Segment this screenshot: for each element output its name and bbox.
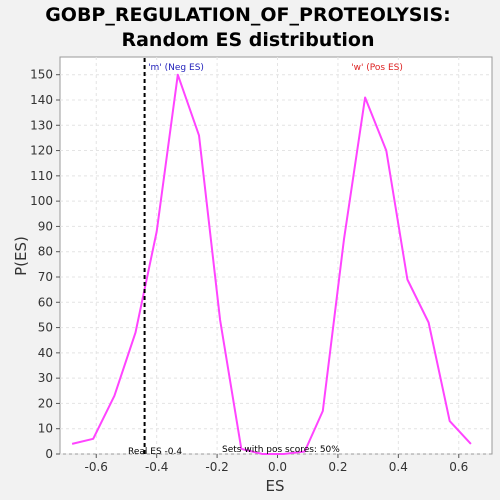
y-tick-label: 150 (30, 68, 53, 82)
y-tick-label: 130 (30, 118, 53, 132)
y-tick-label: 0 (45, 447, 53, 461)
y-tick-label: 30 (38, 371, 53, 385)
y-tick-label: 80 (38, 245, 53, 259)
series-layer (71, 73, 472, 455)
pos-es-annotation: 'w' (Pos ES) (351, 63, 403, 73)
x-axis-label: ES (266, 477, 285, 495)
x-tick-label: 0.0 (268, 460, 287, 474)
y-axis-label: P(ES) (12, 236, 30, 276)
y-axis-ticks: 0 10 20 30 40 50 60 70 80 90 100 110 120 130 140 150 (30, 68, 60, 461)
x-tick-label: 0.2 (328, 460, 347, 474)
y-tick-label: 40 (38, 346, 53, 360)
sets-with-pos-annotation: Sets with pos scores: 50% (222, 445, 340, 455)
es-distribution-line (71, 73, 472, 455)
neg-es-annotation: 'm' (Neg ES) (148, 63, 204, 73)
y-tick-label: 20 (38, 396, 53, 410)
x-tick-label: -0.2 (205, 460, 228, 474)
y-tick-label: 120 (30, 144, 53, 158)
y-tick-label: 50 (38, 321, 53, 335)
y-tick-label: 60 (38, 295, 53, 309)
y-tick-label: 90 (38, 219, 53, 233)
y-tick-label: 100 (30, 194, 53, 208)
x-axis-ticks: -0.6 -0.4 -0.2 0.0 0.2 0.4 0.6 (85, 454, 468, 474)
chart-title-line-1: GOBP_REGULATION_OF_PROTEOLYSIS: (45, 4, 451, 26)
chart-title-line-2: Random ES distribution (121, 29, 374, 51)
real-es-annotation: Real ES -0.4 (128, 447, 182, 457)
x-tick-label: 0.4 (389, 460, 408, 474)
plot-area (59, 56, 493, 455)
x-tick-label: 0.6 (449, 460, 468, 474)
grid-lines (60, 57, 492, 455)
y-tick-label: 10 (38, 422, 53, 436)
x-tick-label: -0.4 (145, 460, 168, 474)
y-tick-label: 140 (30, 93, 53, 107)
x-tick-label: -0.6 (85, 460, 108, 474)
y-tick-label: 70 (38, 270, 53, 284)
y-tick-label: 110 (30, 169, 53, 183)
